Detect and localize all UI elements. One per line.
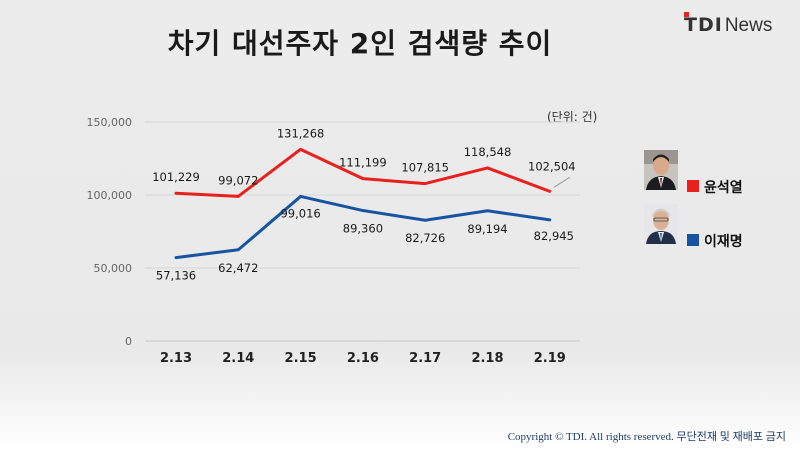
legend-swatch-blue (687, 234, 699, 246)
legend-swatch-red (687, 180, 699, 192)
data-label: 99,016 (280, 206, 320, 220)
legend-label-lee: 이재명 (704, 234, 743, 250)
x-tick-label: 2.17 (409, 351, 441, 366)
data-label: 131,268 (277, 126, 325, 140)
x-tick-label: 2.14 (222, 351, 254, 366)
data-label: 107,815 (401, 161, 449, 175)
data-label: 82,726 (405, 231, 445, 245)
data-label: 102,504 (528, 159, 576, 173)
series-line-lee (174, 194, 552, 260)
y-tick-label: 100,000 (87, 189, 133, 202)
y-tick-label: 0 (125, 335, 132, 348)
lee-photo (644, 204, 678, 244)
yoon-photo (644, 150, 678, 190)
tdi-news-logo: TDI News (684, 12, 773, 37)
unit-label: (단위: 건) (547, 110, 598, 124)
chart-title: 차기 대선주자 2인 검색량 추이 (167, 27, 553, 60)
logo-tdi: TDI (684, 14, 723, 36)
x-tick-label: 2.18 (471, 351, 503, 366)
copyright-footer: Copyright © TDI. All rights reserved. 무단… (507, 431, 786, 443)
logo-red-square (684, 12, 689, 17)
data-label: 82,945 (534, 229, 574, 243)
logo-news: News (724, 15, 773, 36)
x-tick-label: 2.19 (534, 351, 566, 366)
data-label: 57,136 (156, 269, 196, 283)
x-tick-label: 2.15 (285, 351, 317, 366)
series-line-yoon (174, 147, 552, 198)
legend-label-yoon: 윤석열 (704, 180, 743, 196)
y-tick-label: 150,000 (87, 116, 133, 129)
data-label: 89,194 (467, 222, 507, 236)
data-label: 99,072 (218, 173, 258, 187)
data-label: 62,472 (218, 261, 258, 275)
x-tick-label: 2.13 (160, 351, 192, 366)
label-leader-line (553, 176, 571, 188)
y-tick-label: 50,000 (94, 262, 133, 275)
data-label: 118,548 (464, 145, 512, 159)
x-tick-label: 2.16 (347, 351, 379, 366)
data-label: 89,360 (343, 222, 383, 236)
data-label: 101,229 (152, 170, 200, 184)
data-label: 111,199 (339, 156, 387, 170)
